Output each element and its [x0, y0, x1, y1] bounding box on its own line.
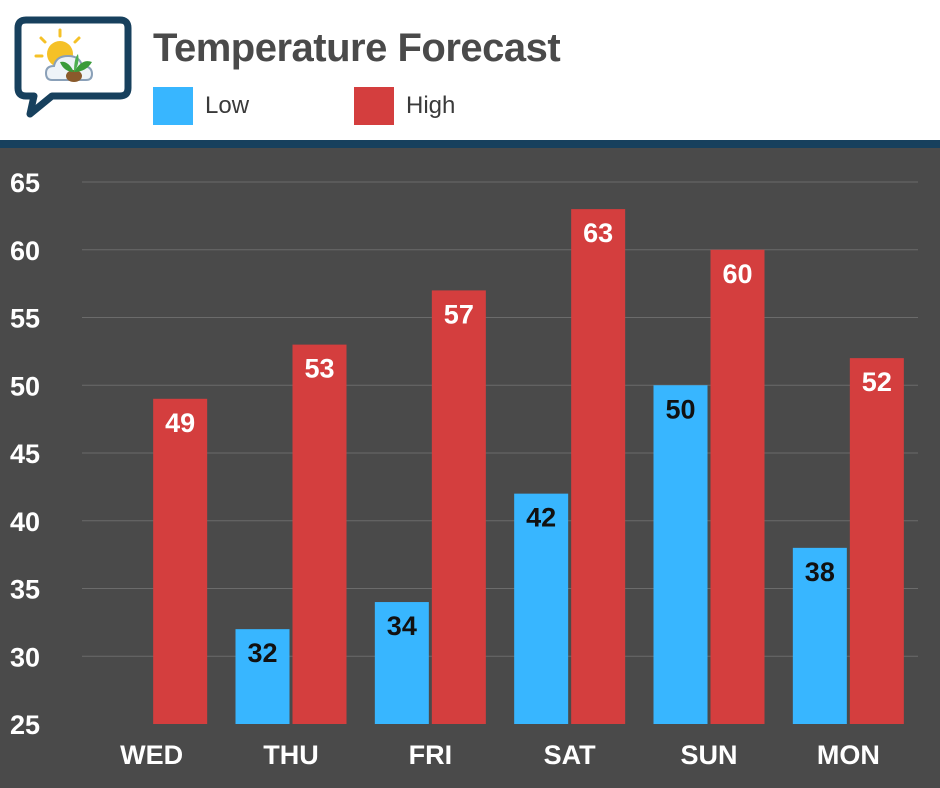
- legend-swatch-high: [354, 87, 394, 125]
- value-label-high-wed: 49: [165, 408, 195, 438]
- value-label-low-fri: 34: [387, 611, 417, 641]
- value-label-high-sat: 63: [583, 218, 613, 248]
- y-tick-label-65: 65: [10, 168, 40, 198]
- y-tick-label-40: 40: [10, 507, 40, 537]
- y-tick-label-35: 35: [10, 575, 40, 605]
- grid-layer: [82, 181, 918, 657]
- value-label-high-mon: 52: [862, 367, 892, 397]
- bar-low-mon: [792, 547, 847, 724]
- header-divider: [0, 140, 940, 148]
- x-tick-label-sat: SAT: [544, 740, 597, 770]
- bar-low-sun: [653, 385, 708, 724]
- value-label-low-sun: 50: [665, 394, 695, 424]
- y-tick-label-45: 45: [10, 439, 40, 469]
- bar-low-thu: [235, 629, 290, 724]
- value-label-high-thu: 53: [304, 354, 334, 384]
- value-label-low-mon: 38: [805, 557, 835, 587]
- bar-layer: [153, 209, 904, 725]
- bar-high-fri: [431, 290, 486, 724]
- bar-low-sat: [514, 493, 569, 724]
- y-tick-label-55: 55: [10, 304, 40, 334]
- bar-high-mon: [849, 358, 904, 724]
- x-tick-label-thu: THU: [263, 740, 319, 770]
- legend-swatch-low: [153, 87, 193, 125]
- legend-item-low: Low: [153, 87, 249, 125]
- bar-low-fri: [374, 602, 429, 724]
- x-tick-label-mon: MON: [817, 740, 880, 770]
- page-title: Temperature Forecast: [153, 26, 561, 70]
- x-tick-label-fri: FRI: [409, 740, 453, 770]
- y-tick-label-50: 50: [10, 371, 40, 401]
- sun-cloud-plant-icon: [14, 16, 132, 118]
- bar-high-sun: [710, 249, 765, 724]
- x-tick-label-wed: WED: [120, 740, 183, 770]
- legend-label-high: High: [406, 92, 456, 119]
- bar-high-sat: [571, 209, 626, 725]
- y-tick-label-25: 25: [10, 710, 40, 740]
- legend-item-high: High: [354, 87, 455, 125]
- y-tick-label-30: 30: [10, 642, 40, 672]
- value-label-low-thu: 32: [247, 638, 277, 668]
- value-label-low-sat: 42: [526, 503, 556, 533]
- legend-label-low: Low: [205, 92, 250, 119]
- value-label-high-sun: 60: [722, 259, 752, 289]
- bar-high-thu: [292, 344, 347, 724]
- label-layer: 25 30 35 40 45 50 55 60 65 49 WED 32 53 THU 34 57 FRI 42 6…: [10, 168, 892, 770]
- y-tick-label-60: 60: [10, 236, 40, 266]
- bar-chart: 25 30 35 40 45 50 55 60 65 49 WED 32 53 THU 34 57 FRI 42 6…: [10, 168, 918, 770]
- value-label-high-fri: 57: [444, 299, 474, 329]
- x-tick-label-sun: SUN: [680, 740, 737, 770]
- bar-high-wed: [153, 398, 208, 724]
- header: Temperature Forecast Low High: [0, 0, 940, 140]
